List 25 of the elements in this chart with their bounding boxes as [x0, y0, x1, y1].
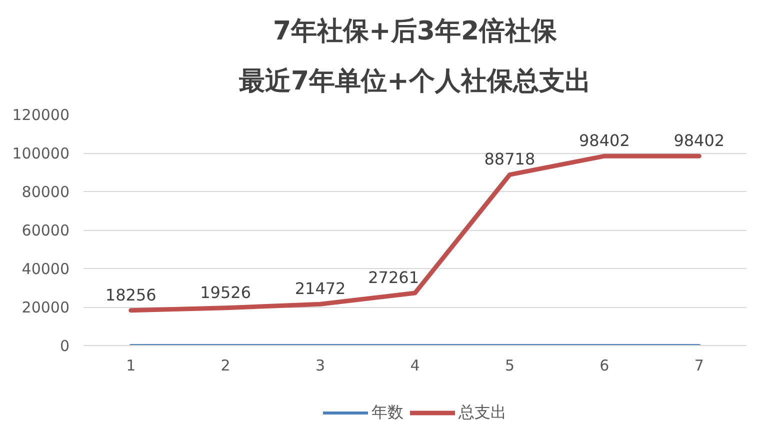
data-label: 88718 — [484, 150, 536, 169]
x-tick-label: 6 — [600, 356, 610, 374]
data-label: 21472 — [294, 279, 346, 298]
chart-subtitle: 最近7年单位+个人社保总支出 — [238, 66, 591, 96]
y-tick-label: 60000 — [22, 222, 70, 240]
y-tick-label: 120000 — [12, 106, 70, 124]
y-tick-label: 40000 — [22, 260, 70, 278]
x-tick-label: 1 — [126, 356, 136, 374]
x-tick-label: 2 — [220, 356, 230, 374]
data-label: 19526 — [200, 282, 252, 302]
chart-title: 7年社保+后3年2倍社保 — [272, 16, 558, 46]
x-tick-label: 3 — [316, 356, 326, 374]
data-label: 98402 — [578, 131, 630, 150]
x-tick-label: 7 — [694, 356, 704, 374]
data-label: 27261 — [368, 268, 420, 288]
data-label: 18256 — [105, 285, 156, 304]
x-tick-label: 4 — [410, 356, 420, 374]
data-label: 98402 — [674, 131, 725, 150]
y-tick-label: 0 — [60, 337, 70, 355]
y-tick-label: 80000 — [22, 183, 70, 201]
x-tick-label: 5 — [504, 356, 514, 374]
y-tick-label: 20000 — [22, 298, 70, 316]
legend-label: 总支出 — [458, 402, 506, 423]
legend-label: 年数 — [372, 402, 404, 423]
y-tick-label: 100000 — [12, 144, 70, 162]
